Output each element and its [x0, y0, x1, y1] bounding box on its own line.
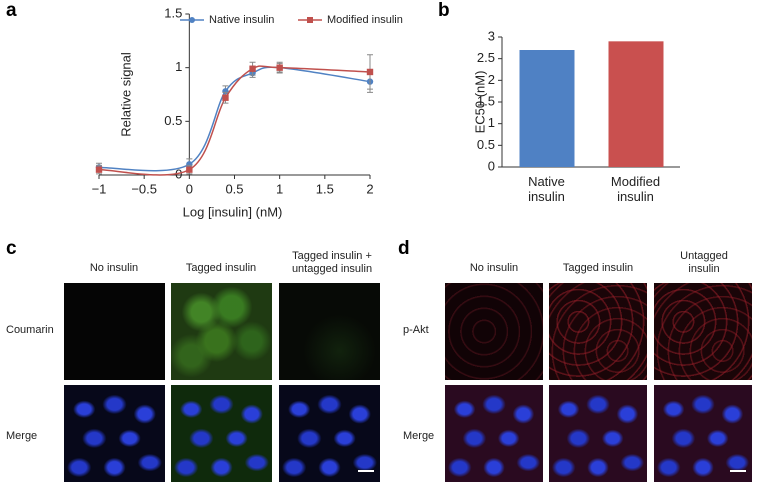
micrograph [279, 385, 380, 482]
y-axis-label: EC50 (nM) [472, 71, 487, 134]
point [186, 166, 193, 173]
x-tick-label: 1 [276, 181, 283, 196]
micrograph [654, 283, 752, 380]
legend-marker [189, 17, 195, 23]
bar [519, 50, 575, 167]
x-tick-label: −0.5 [131, 181, 157, 196]
x-tick-label: 2 [366, 181, 373, 196]
x-tick-label: 0 [186, 181, 193, 196]
panel-label: b [438, 0, 450, 21]
column-header: Tagged insulin [185, 262, 257, 274]
x-tick-label: Native insulin [528, 174, 565, 204]
point [249, 65, 256, 72]
micrograph [171, 385, 272, 482]
y-tick-label: 1 [488, 115, 495, 130]
y-tick-label: 0.5 [477, 137, 495, 152]
charts: −1 −0.5 0 0.5 1 1.5 2 0 0.5 1 1.5 Log [insulin] (nM… [92, 5, 680, 219]
y-tick-label: 1.5 [477, 93, 495, 108]
point [222, 88, 229, 95]
column-header: No insulin [469, 262, 519, 274]
legend-marker [307, 17, 313, 23]
column-header: Tagged insulin + untagged insulin [291, 250, 373, 275]
panel-label: c [6, 238, 17, 259]
x-tick-label: Modified insulin [610, 174, 661, 204]
y-tick-label: 0 [488, 158, 495, 173]
y-tick-label: 0.5 [164, 113, 182, 128]
y-axis-label: Relative signal [118, 52, 133, 137]
row-label: Coumarin [6, 324, 54, 336]
micrograph [549, 385, 647, 482]
y-tick-label: 3 [488, 28, 495, 43]
micrograph [64, 385, 165, 482]
point [276, 64, 283, 71]
point [186, 161, 193, 168]
y-tick-label: 1 [175, 59, 182, 74]
series-line [98, 65, 371, 176]
scale-bar [358, 470, 374, 472]
legend-label: Modified insulin [327, 14, 403, 26]
micrograph [549, 283, 647, 380]
legend-label: Native insulin [209, 14, 274, 26]
micrograph [171, 283, 272, 380]
column-header: Tagged insulin [562, 262, 634, 274]
point [366, 68, 374, 76]
y-tick-label: 2 [488, 72, 495, 87]
point [222, 94, 229, 101]
row-label: p-Akt [403, 324, 429, 336]
panel-label: a [6, 0, 17, 21]
row-label: Merge [6, 430, 38, 442]
column-header: Untagged insulin [680, 250, 728, 275]
y-tick-label: 1.5 [164, 5, 182, 20]
bar [608, 41, 664, 168]
panel-label: d [398, 238, 410, 259]
micrograph [445, 283, 543, 380]
x-tick-label: −1 [92, 181, 107, 196]
x-axis-label: Log [insulin] (nM) [183, 204, 283, 219]
series-line [98, 66, 371, 172]
scale-bar [730, 470, 746, 472]
x-tick-label: 1.5 [316, 181, 334, 196]
micrograph [279, 283, 380, 380]
x-tick-label: 0.5 [225, 181, 243, 196]
micrograph [654, 385, 752, 482]
micrograph [445, 385, 543, 482]
y-tick-label: 2.5 [477, 50, 495, 65]
micrograph [64, 283, 165, 380]
column-header: No insulin [89, 262, 139, 274]
point [95, 166, 103, 173]
row-label: Merge [403, 430, 435, 442]
